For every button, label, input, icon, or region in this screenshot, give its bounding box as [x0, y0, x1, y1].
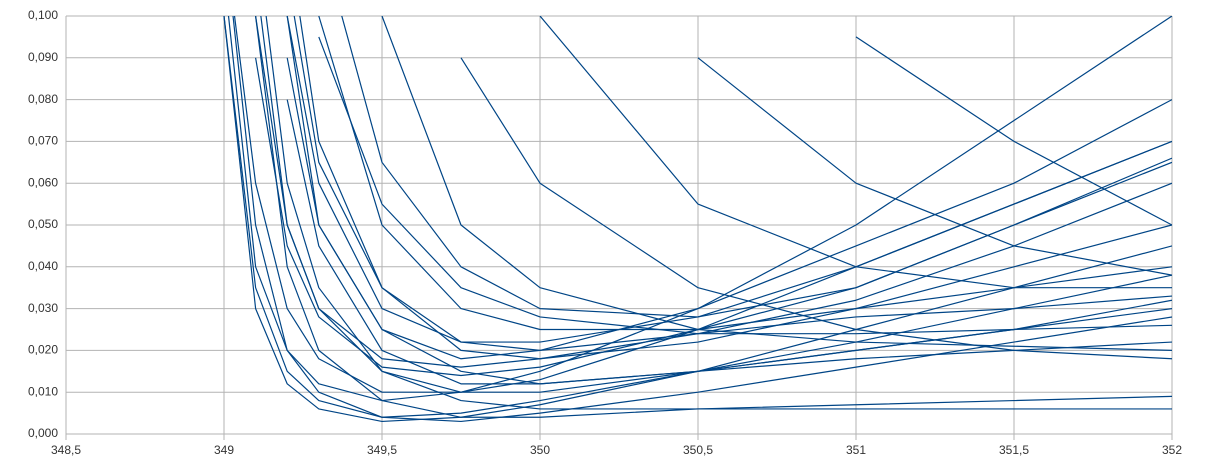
x-tick-label: 348,5 [51, 443, 81, 457]
x-tick-label: 351,5 [999, 443, 1029, 457]
x-tick-label: 352 [1162, 443, 1182, 457]
series-line [255, 16, 1172, 368]
series-line [255, 57, 1172, 377]
x-tick-label: 351 [846, 443, 866, 457]
y-tick-label: 0,070 [28, 134, 58, 148]
y-tick-label: 0,020 [28, 343, 58, 357]
y-tick-label: 0,090 [28, 50, 58, 64]
series-line [223, 16, 1172, 418]
series-line [855, 36, 1172, 226]
x-tick-label: 349 [214, 443, 234, 457]
plot-area [223, 16, 1172, 423]
x-tick-label: 350 [530, 443, 550, 457]
y-tick-label: 0,050 [28, 217, 58, 231]
y-tick-label: 0,080 [28, 92, 58, 106]
series-line [233, 16, 1172, 393]
y-tick-label: 0,010 [28, 384, 58, 398]
series-line [286, 99, 1172, 385]
y-tick-label: 0,030 [28, 301, 58, 315]
series-line [255, 16, 1172, 418]
series-line [318, 36, 1172, 335]
y-tick-label: 0,000 [28, 426, 58, 440]
series-line [286, 57, 1172, 360]
y-tick-label: 0,060 [28, 175, 58, 189]
series-line [232, 16, 1172, 423]
x-tick-label: 350,5 [683, 443, 713, 457]
y-tick-label: 0,100 [28, 8, 58, 22]
series-line [265, 16, 1172, 410]
x-tick-label: 349,5 [367, 443, 397, 457]
y-tick-label: 0,040 [28, 259, 58, 273]
